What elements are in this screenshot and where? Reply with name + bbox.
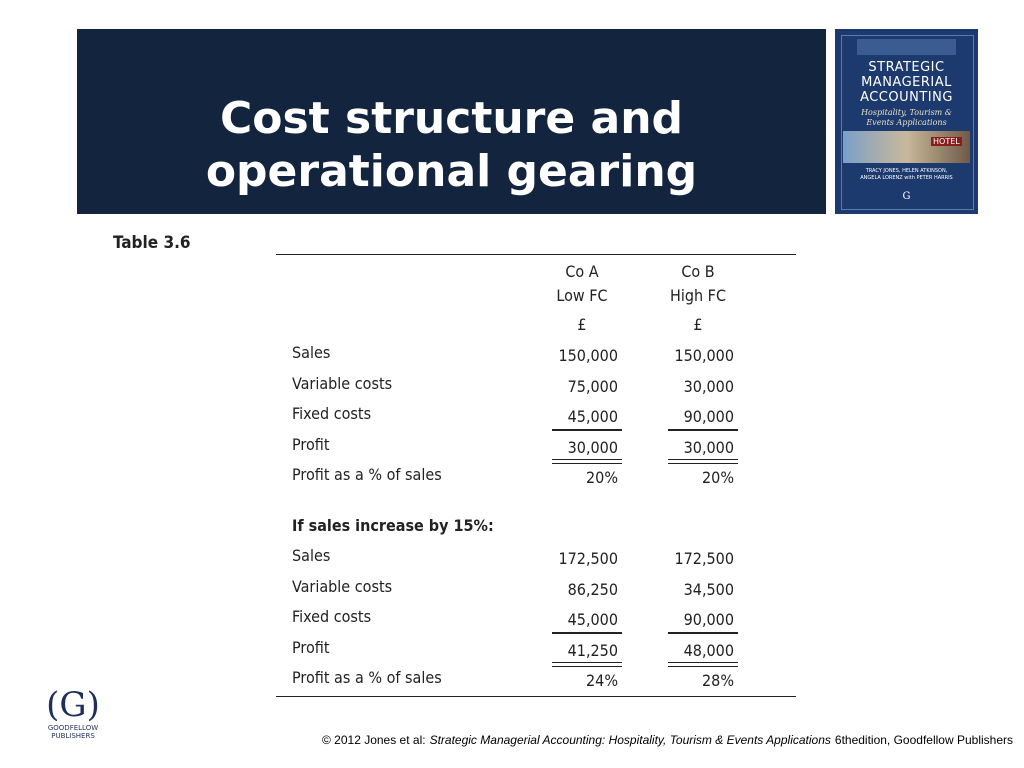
cell-value: 30,000 — [683, 437, 734, 457]
cover-sign: HOTEL — [931, 137, 962, 146]
double-underline — [552, 665, 622, 667]
footer-text: © 2012 Jones et al: — [322, 733, 426, 747]
cover-blurb — [857, 39, 956, 55]
cover-logo: G — [902, 191, 911, 202]
cover-authors: ANGELA LORENZ with PETER HARRIS — [860, 175, 953, 181]
cover-photo — [843, 131, 970, 163]
cover-frame — [841, 35, 974, 210]
row-label: Profit as a % of sales — [292, 668, 442, 688]
double-underline — [668, 458, 738, 460]
cell-value: 172,500 — [558, 549, 618, 568]
column-header: Low FC — [556, 286, 608, 305]
row-label: Variable costs — [292, 373, 393, 393]
cell-value: 34,500 — [683, 579, 734, 599]
cell-value: 30,000 — [567, 437, 618, 457]
section-heading: If sales increase by 15%: — [292, 516, 494, 535]
cell-value: 150,000 — [558, 346, 618, 365]
double-underline — [668, 661, 738, 663]
double-underline — [668, 665, 738, 667]
table-caption: Table 3.6 — [113, 233, 191, 253]
cover-title: STRATEGIC — [868, 60, 945, 75]
row-label: Profit — [292, 434, 330, 454]
column-header: Co B — [681, 262, 715, 281]
cell-value: 75,000 — [567, 376, 618, 396]
cover-subtitle: Hospitality, Tourism & — [861, 108, 952, 117]
footer: © 2012 Jones et al: Strategic Managerial … — [322, 733, 1013, 747]
cell-value: 90,000 — [683, 407, 734, 427]
underline — [668, 429, 738, 432]
slide-title: Cost structure and operational gearing — [77, 92, 826, 198]
column-header: Co A — [565, 262, 599, 281]
cell-value: 45,000 — [567, 610, 618, 630]
cell-value: 20% — [586, 468, 618, 488]
title-line: operational gearing — [205, 146, 698, 197]
cell-value: 28% — [702, 671, 734, 691]
book-cover: STRATEGIC MANAGERIAL ACCOUNTING Hospital… — [835, 29, 978, 214]
publisher-logo: (G) GOODFELLOW PUBLISHERS — [38, 686, 108, 740]
title-bar — [77, 29, 826, 214]
row-label: Fixed costs — [292, 607, 372, 627]
cell-value: 90,000 — [683, 610, 734, 630]
cell-value: 172,500 — [674, 549, 734, 568]
column-header: High FC — [670, 286, 726, 305]
cell-value: 86,250 — [567, 579, 618, 599]
logo-text: PUBLISHERS — [51, 732, 95, 740]
column-header: £ — [577, 315, 587, 334]
row-label: Sales — [292, 343, 331, 362]
table-rule — [276, 254, 796, 255]
cover-title: MANAGERIAL — [861, 75, 952, 90]
table-rule — [276, 696, 796, 697]
cell-value: 30,000 — [683, 376, 734, 396]
cover-subtitle: Events Applications — [866, 118, 947, 127]
cell-value: 150,000 — [674, 346, 734, 365]
double-underline — [668, 462, 738, 464]
cell-value: 20% — [702, 468, 734, 488]
footer-book: Strategic Managerial Accounting: Hospita… — [429, 733, 831, 747]
title-line: Cost structure and — [219, 93, 684, 144]
footer-text: 6thedition, Goodfellow Publishers — [834, 733, 1013, 747]
cell-value: 24% — [586, 671, 618, 691]
row-label: Fixed costs — [292, 404, 372, 424]
logo-mark: (G) — [46, 685, 100, 725]
row-label: Variable costs — [292, 576, 393, 596]
cover-title: ACCOUNTING — [860, 90, 953, 105]
underline — [668, 632, 738, 635]
cell-value: 41,250 — [567, 640, 618, 660]
cell-value: 48,000 — [683, 640, 734, 660]
double-underline — [552, 661, 622, 663]
double-underline — [552, 458, 622, 460]
row-label: Sales — [292, 546, 331, 565]
row-label: Profit as a % of sales — [292, 465, 442, 485]
double-underline — [552, 462, 622, 464]
row-label: Profit — [292, 637, 330, 657]
logo-text: GOODFELLOW — [47, 724, 99, 732]
cell-value: 45,000 — [567, 407, 618, 427]
column-header: £ — [693, 315, 703, 334]
underline — [552, 429, 622, 432]
underline — [552, 632, 622, 635]
cover-authors: TRACY JONES, HELEN ATKINSON, — [865, 168, 948, 174]
